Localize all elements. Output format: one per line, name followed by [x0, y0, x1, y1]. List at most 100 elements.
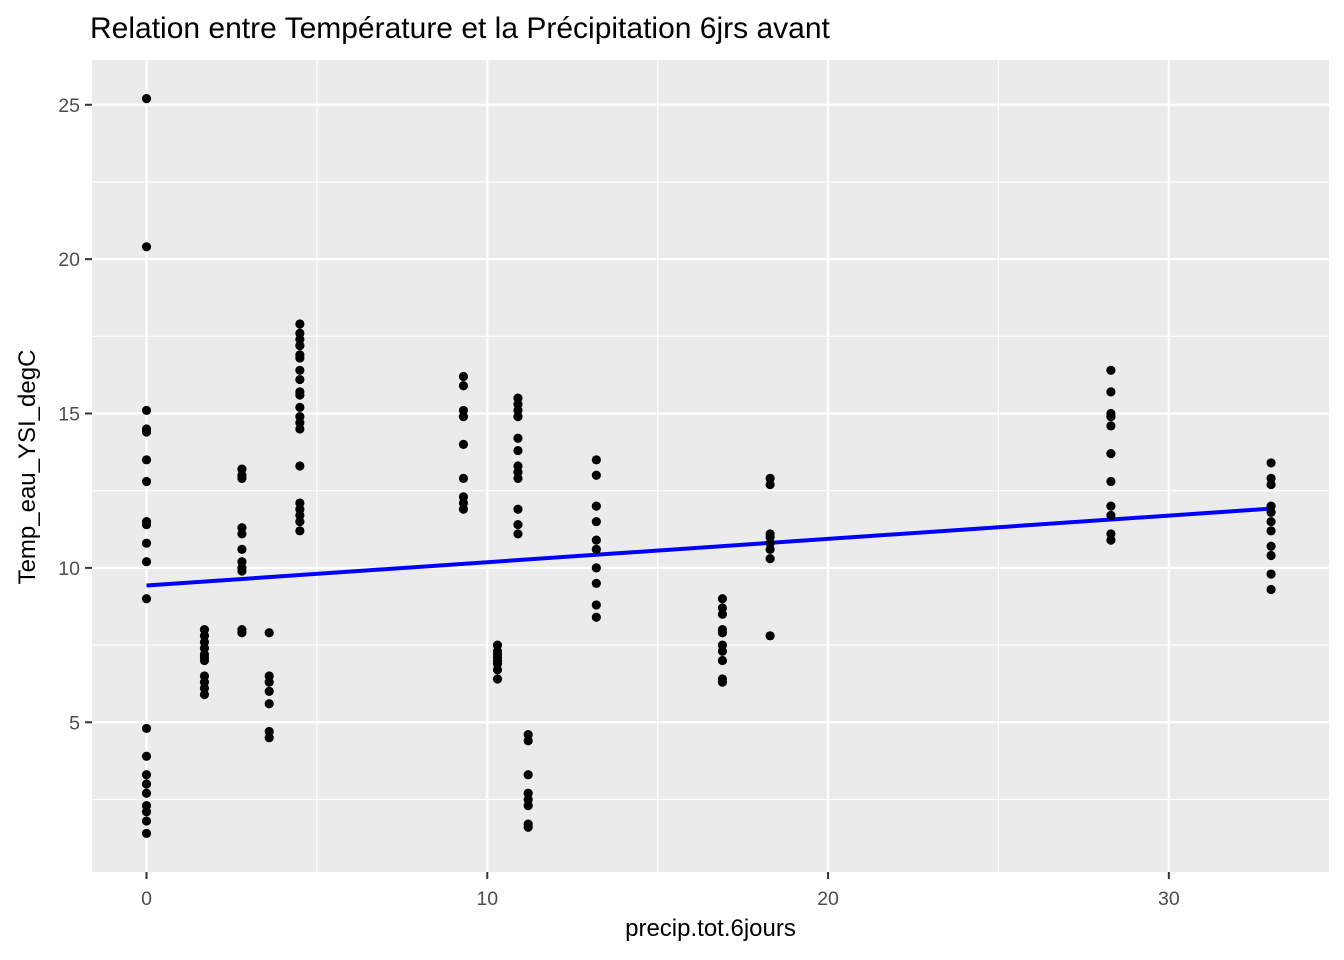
y-tick-label: 15: [58, 404, 80, 426]
data-point: [141, 723, 152, 734]
data-point: [523, 822, 533, 832]
data-point: [295, 526, 305, 536]
data-point: [141, 455, 152, 465]
data-point: [458, 473, 469, 483]
data-point: [765, 479, 775, 490]
data-point: [1106, 365, 1116, 375]
data-point: [264, 733, 274, 743]
data-point: [264, 699, 274, 709]
x-tick-label: 30: [1158, 888, 1180, 910]
data-point: [492, 674, 503, 684]
x-tick-label: 20: [817, 888, 839, 910]
data-point: [1106, 421, 1116, 431]
data-point: [141, 594, 152, 604]
data-point: [1266, 479, 1276, 490]
data-point: [237, 628, 247, 638]
data-point: [513, 445, 523, 456]
data-point: [717, 677, 728, 687]
data-point: [1266, 550, 1276, 561]
data-point: [1106, 535, 1116, 545]
y-tick-label: 5: [69, 712, 80, 734]
data-point: [141, 476, 152, 487]
data-point: [237, 473, 247, 483]
data-point: [141, 520, 152, 530]
data-point: [591, 578, 601, 588]
data-point: [591, 535, 601, 545]
data-point: [591, 563, 601, 573]
data-point: [591, 612, 601, 622]
x-axis-label: precip.tot.6jours: [625, 915, 796, 942]
data-point: [295, 402, 305, 412]
data-point: [295, 365, 305, 375]
data-point: [717, 594, 728, 604]
data-point: [717, 646, 728, 656]
data-point: [591, 470, 601, 480]
data-point: [1266, 507, 1276, 517]
data-point: [513, 433, 523, 443]
data-point: [591, 600, 601, 610]
regression-line-layer: [146, 506, 1272, 588]
y-tick-label: 25: [58, 95, 80, 117]
data-point: [717, 609, 728, 619]
y-tick-label: 20: [58, 249, 80, 271]
data-point: [295, 353, 305, 363]
data-point: [141, 828, 152, 839]
data-point: [295, 424, 305, 434]
minor-gridlines: [92, 60, 1329, 872]
data-point: [199, 655, 210, 666]
data-point: [1266, 516, 1276, 527]
data-point: [1266, 569, 1276, 579]
data-point: [458, 439, 469, 449]
data-point: [264, 677, 274, 687]
data-point: [295, 319, 305, 329]
data-points: [141, 93, 1276, 839]
data-point: [141, 538, 152, 548]
data-point: [765, 544, 775, 554]
data-point: [141, 770, 152, 780]
data-point: [1106, 412, 1116, 422]
data-point: [1266, 584, 1276, 595]
data-point: [141, 779, 152, 789]
data-point: [141, 242, 152, 252]
data-point: [513, 473, 523, 483]
data-point: [237, 566, 247, 576]
data-point: [295, 461, 305, 471]
data-point: [492, 665, 503, 675]
data-point: [523, 770, 533, 780]
data-point: [141, 405, 152, 416]
data-point: [523, 801, 533, 811]
y-tick-label: 10: [58, 558, 80, 580]
data-point: [1106, 510, 1116, 520]
data-point: [141, 816, 152, 826]
data-point: [1266, 541, 1276, 551]
data-point: [513, 529, 523, 539]
x-tick-label: 10: [476, 888, 498, 910]
data-point: [264, 686, 274, 696]
data-point: [591, 501, 601, 511]
data-point: [523, 736, 533, 746]
data-point: [141, 93, 152, 104]
data-point: [141, 807, 152, 817]
x-axis: 0 10 20 30: [141, 872, 1180, 910]
data-point: [199, 689, 210, 700]
data-point: [1266, 526, 1276, 536]
data-point: [237, 544, 247, 554]
regression-line: [146, 506, 1272, 588]
data-point: [513, 504, 523, 514]
data-point: [295, 374, 305, 385]
data-point: [591, 544, 601, 554]
data-point: [1106, 387, 1116, 397]
data-point: [141, 427, 152, 437]
data-point: [237, 529, 247, 539]
data-point: [1106, 449, 1116, 459]
data-point: [717, 628, 728, 638]
data-point: [295, 390, 305, 400]
data-point: [513, 520, 523, 530]
chart-title: Relation entre Température et la Précipi…: [90, 12, 830, 45]
data-point: [141, 751, 152, 761]
data-point: [591, 455, 601, 465]
data-point: [264, 628, 274, 638]
data-point: [141, 788, 152, 798]
